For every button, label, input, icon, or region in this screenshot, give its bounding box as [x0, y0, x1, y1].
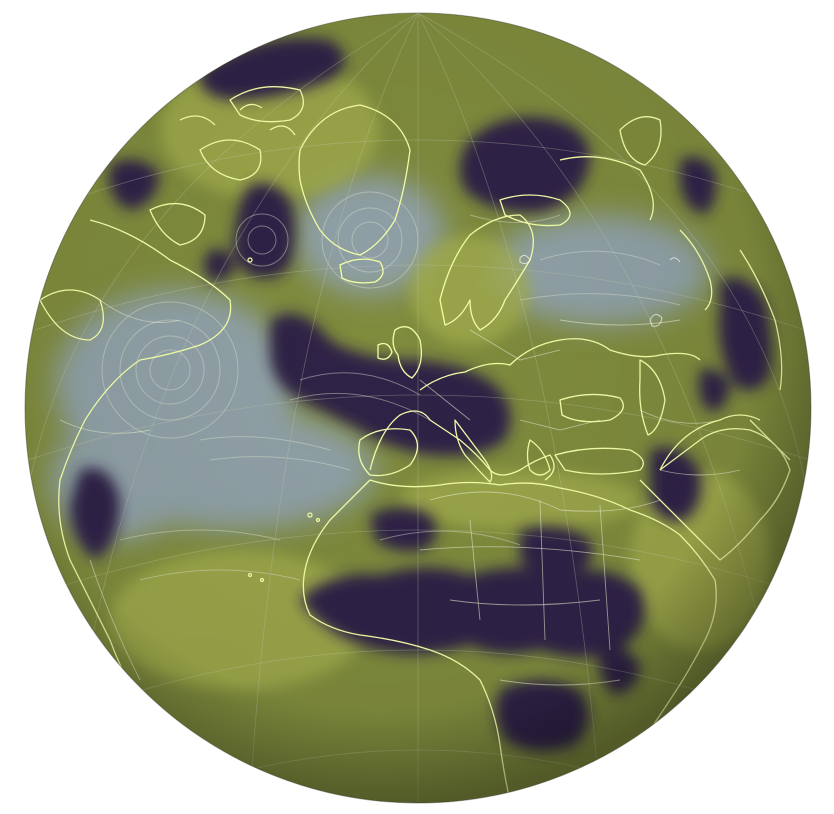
globe-outline [24, 12, 812, 804]
globe-shading [25, 13, 811, 803]
